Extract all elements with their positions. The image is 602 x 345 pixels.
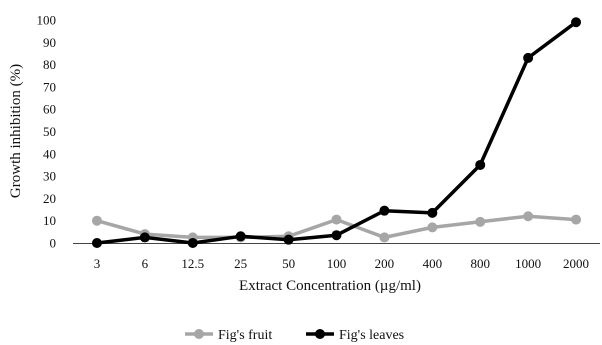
x-tick-label: 100 bbox=[327, 256, 347, 271]
data-point bbox=[427, 222, 438, 233]
x-tick-label: 200 bbox=[375, 256, 395, 271]
legend-swatch-marker bbox=[194, 329, 204, 339]
x-tick-label: 25 bbox=[234, 256, 247, 271]
data-point bbox=[235, 231, 246, 242]
legend-label: Fig's leaves bbox=[339, 328, 404, 343]
y-tick-label: 50 bbox=[43, 124, 56, 139]
legend: Fig's fruit Fig's leaves bbox=[185, 328, 404, 343]
data-point bbox=[523, 52, 534, 63]
y-tick-label: 0 bbox=[50, 236, 57, 251]
data-point bbox=[139, 232, 150, 243]
series-line bbox=[95, 20, 578, 245]
data-point bbox=[379, 232, 390, 243]
y-axis-ticks: 0 10 20 30 40 50 60 70 80 90 100 bbox=[37, 13, 57, 251]
x-tick-label: 6 bbox=[142, 256, 149, 271]
y-tick-label: 10 bbox=[43, 213, 56, 228]
data-point bbox=[331, 214, 342, 225]
data-point bbox=[475, 159, 486, 170]
y-tick-label: 40 bbox=[43, 146, 56, 161]
x-tick-label: 3 bbox=[94, 256, 101, 271]
data-point bbox=[427, 207, 438, 218]
y-tick-label: 20 bbox=[43, 191, 56, 206]
x-tick-label: 400 bbox=[423, 256, 443, 271]
legend-label: Fig's fruit bbox=[218, 328, 272, 343]
series-group bbox=[91, 17, 582, 248]
x-axis-label: Extract Concentration (µg/ml) bbox=[239, 278, 421, 294]
x-tick-label: 1000 bbox=[515, 256, 541, 271]
data-point bbox=[523, 211, 534, 222]
data-point bbox=[331, 230, 342, 241]
data-point bbox=[475, 216, 486, 227]
data-point bbox=[283, 234, 294, 245]
y-tick-label: 30 bbox=[43, 169, 56, 184]
y-tick-label: 80 bbox=[43, 57, 56, 72]
y-tick-label: 70 bbox=[43, 79, 56, 94]
y-tick-label: 90 bbox=[43, 35, 56, 50]
data-point bbox=[379, 205, 390, 216]
y-axis-label: Growth inhibition (%) bbox=[8, 64, 24, 198]
x-tick-label: 2000 bbox=[563, 256, 589, 271]
y-tick-label: 60 bbox=[43, 102, 56, 117]
data-point bbox=[91, 215, 102, 226]
x-tick-label: 50 bbox=[282, 256, 295, 271]
data-point bbox=[571, 214, 582, 225]
data-point bbox=[187, 238, 198, 248]
y-tick-label: 100 bbox=[37, 13, 57, 28]
x-tick-label: 800 bbox=[470, 256, 490, 271]
x-tick-label: 12.5 bbox=[181, 256, 204, 271]
x-axis-ticks: 3 6 12.5 25 50 100 200 400 800 1000 2000 bbox=[94, 256, 589, 271]
legend-swatch-marker bbox=[315, 329, 325, 339]
data-point bbox=[91, 238, 102, 248]
data-point bbox=[571, 17, 582, 28]
